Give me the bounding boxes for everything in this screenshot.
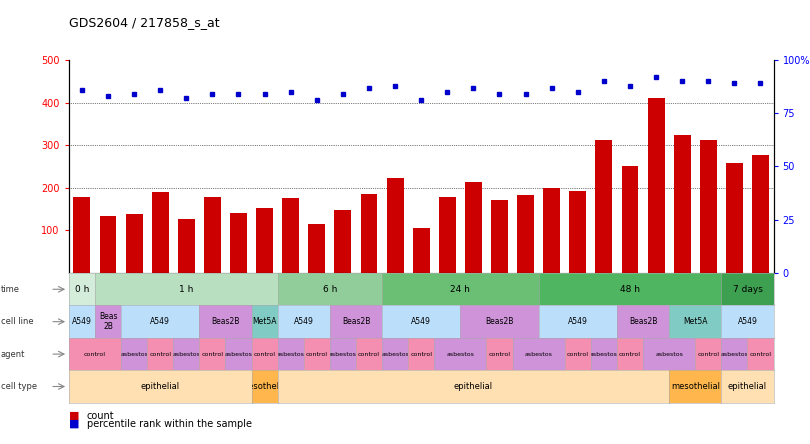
Text: Met5A: Met5A [683,317,707,326]
Text: control: control [410,352,433,357]
Text: 48 h: 48 h [620,285,640,294]
Text: control: control [567,352,589,357]
Bar [204,197,221,273]
Text: control: control [202,352,224,357]
Text: epithelial: epithelial [454,382,493,391]
Text: asbestos: asbestos [277,352,305,357]
Text: control: control [254,352,275,357]
Bar [309,224,326,273]
Text: 24 h: 24 h [450,285,471,294]
Text: A549: A549 [72,317,92,326]
Text: time: time [1,285,19,294]
Text: epithelial: epithelial [141,382,180,391]
Text: cell line: cell line [1,317,33,326]
Bar [151,192,168,273]
Bar [569,191,586,273]
Bar [465,182,482,273]
Text: Met5A: Met5A [253,317,277,326]
Text: count: count [87,411,114,421]
Bar [282,198,299,273]
Text: 1 h: 1 h [179,285,194,294]
Bar [621,166,638,273]
Text: control: control [697,352,719,357]
Text: control: control [149,352,171,357]
Text: asbestos: asbestos [720,352,748,357]
Text: ■: ■ [69,419,79,429]
Text: agent: agent [1,349,25,359]
Text: control: control [619,352,641,357]
Text: A549: A549 [411,317,431,326]
Bar [126,214,143,273]
Text: asbestos: asbestos [590,352,618,357]
Text: asbestos: asbestos [446,352,475,357]
Text: Beas2B: Beas2B [211,317,240,326]
Text: percentile rank within the sample: percentile rank within the sample [87,419,252,429]
Bar [335,210,352,273]
Bar [595,140,612,273]
Text: control: control [749,352,771,357]
Text: asbestos: asbestos [173,352,200,357]
Text: epithelial: epithelial [728,382,767,391]
Text: Beas
2B: Beas 2B [99,312,117,331]
Text: ■: ■ [69,411,79,421]
Bar [544,188,561,273]
Text: mesothelial: mesothelial [671,382,720,391]
Bar [439,197,456,273]
Text: mesothelial: mesothelial [240,382,289,391]
Text: control: control [306,352,328,357]
Text: GDS2604 / 217858_s_at: GDS2604 / 217858_s_at [69,16,220,29]
Bar [178,218,194,273]
Text: Beas2B: Beas2B [485,317,514,326]
Text: cell type: cell type [1,382,37,391]
Text: asbestos: asbestos [525,352,552,357]
Bar [230,214,247,273]
Bar [752,155,769,273]
Text: Beas2B: Beas2B [342,317,370,326]
Bar [648,98,664,273]
Bar [517,195,534,273]
Bar [491,200,508,273]
Text: asbestos: asbestos [224,352,253,357]
Text: asbestos: asbestos [655,352,683,357]
Text: A549: A549 [294,317,313,326]
Text: A549: A549 [151,317,170,326]
Text: A549: A549 [738,317,757,326]
Bar [256,208,273,273]
Text: asbestos: asbestos [382,352,409,357]
Text: A549: A549 [568,317,588,326]
Text: asbestos: asbestos [120,352,148,357]
Text: 7 days: 7 days [732,285,762,294]
Bar [360,194,377,273]
Text: asbestos: asbestos [329,352,357,357]
Text: control: control [84,352,106,357]
Bar [413,228,429,273]
Bar [674,135,691,273]
Text: 6 h: 6 h [322,285,337,294]
Bar [386,178,403,273]
Text: control: control [488,352,510,357]
Text: Beas2B: Beas2B [629,317,657,326]
Bar [74,197,91,273]
Bar [700,140,717,273]
Text: control: control [358,352,380,357]
Text: 0 h: 0 h [75,285,89,294]
Bar [100,215,117,273]
Bar [726,163,743,273]
